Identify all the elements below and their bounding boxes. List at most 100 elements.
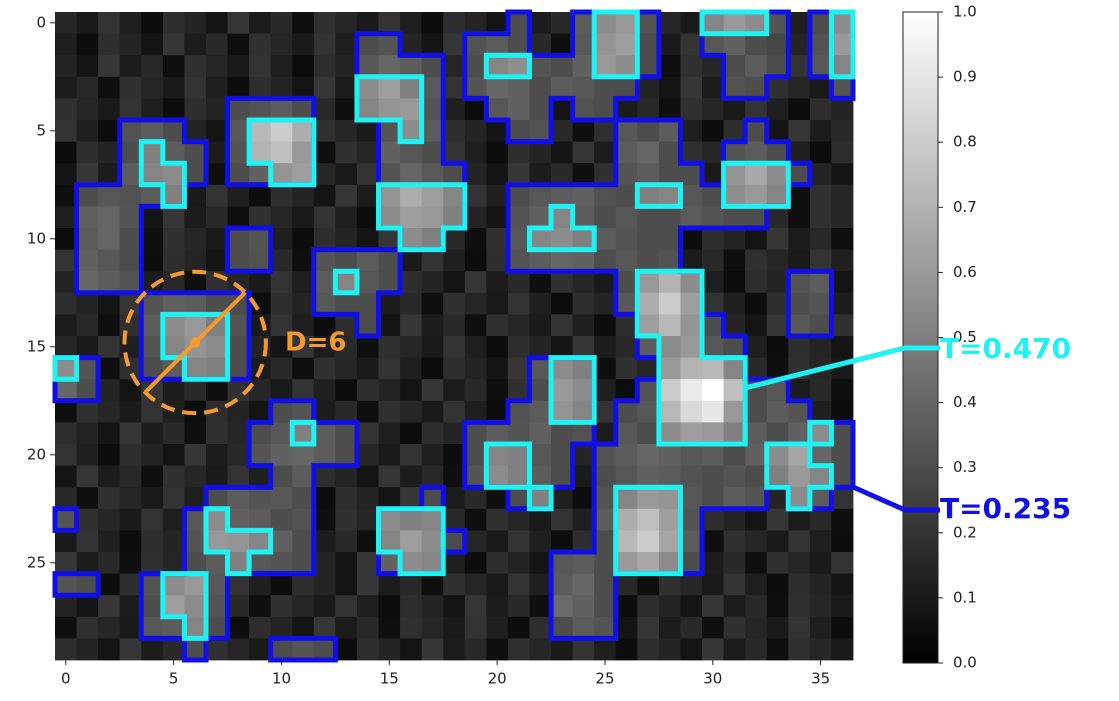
heatmap-cell bbox=[507, 422, 530, 445]
heatmap-cell bbox=[292, 444, 315, 466]
heatmap-cell bbox=[356, 184, 379, 207]
heatmap-cell bbox=[335, 184, 358, 207]
heatmap-cell bbox=[443, 228, 466, 250]
heatmap-cell bbox=[723, 379, 746, 402]
heatmap-cell bbox=[98, 465, 121, 488]
heatmap-cell bbox=[637, 76, 660, 99]
heatmap-cell bbox=[292, 508, 315, 531]
colorbar-tick-label: 0.6 bbox=[953, 263, 977, 281]
heatmap-cell bbox=[292, 638, 315, 661]
heatmap-cell bbox=[335, 595, 358, 618]
heatmap-cell bbox=[400, 55, 423, 78]
heatmap-cell bbox=[400, 530, 423, 553]
heatmap-cell bbox=[658, 487, 681, 510]
heatmap-cell bbox=[76, 552, 99, 574]
heatmap-cell bbox=[313, 508, 336, 531]
heatmap-cell bbox=[162, 336, 185, 358]
heatmap-cell bbox=[313, 444, 336, 466]
heatmap-cell bbox=[292, 184, 315, 207]
x-tick-label: 30 bbox=[703, 670, 722, 688]
heatmap-cell bbox=[313, 206, 336, 229]
heatmap-cell bbox=[292, 206, 315, 229]
heatmap-cell bbox=[831, 595, 854, 618]
heatmap-cell bbox=[119, 228, 142, 250]
heatmap-cell bbox=[249, 444, 272, 466]
heatmap-cell bbox=[119, 33, 142, 56]
heatmap-cell bbox=[119, 508, 142, 531]
heatmap-cell bbox=[249, 184, 272, 207]
heatmap-cell bbox=[421, 163, 444, 186]
heatmap-cell bbox=[292, 422, 315, 445]
heatmap-cell bbox=[594, 444, 617, 466]
heatmap-cell bbox=[162, 616, 185, 639]
heatmap-cell bbox=[249, 379, 272, 402]
heatmap-cell bbox=[378, 33, 401, 56]
heatmap-cell bbox=[227, 444, 250, 466]
heatmap-cell bbox=[400, 400, 423, 423]
heatmap-cell bbox=[227, 163, 250, 186]
heatmap-cell bbox=[486, 228, 509, 250]
heatmap-cell bbox=[464, 184, 487, 207]
heatmap-cell bbox=[98, 249, 121, 272]
heatmap-cell bbox=[162, 228, 185, 250]
heatmap-cell bbox=[378, 379, 401, 402]
heatmap-cell bbox=[443, 487, 466, 510]
heatmap-cell bbox=[831, 55, 854, 78]
heatmap-cell bbox=[464, 487, 487, 510]
heatmap-cell bbox=[615, 163, 638, 186]
heatmap-cell bbox=[76, 400, 99, 423]
heatmap-cell bbox=[141, 357, 164, 380]
heatmap-cell bbox=[378, 530, 401, 553]
heatmap-cell bbox=[141, 638, 164, 661]
heatmap-cell bbox=[702, 422, 724, 445]
heatmap-cell bbox=[486, 336, 509, 358]
heatmap-cell bbox=[658, 422, 681, 445]
heatmap-cell bbox=[680, 292, 703, 315]
heatmap-cell bbox=[55, 314, 77, 337]
heatmap-cell bbox=[637, 271, 660, 294]
heatmap-cell bbox=[76, 33, 99, 56]
heatmap-cell bbox=[809, 336, 832, 358]
colorbar-tick-label: 0.9 bbox=[953, 68, 977, 86]
heatmap-cell bbox=[205, 206, 228, 229]
heatmap-cell bbox=[572, 552, 595, 574]
heatmap-cell bbox=[205, 120, 228, 142]
heatmap-cell bbox=[507, 76, 530, 99]
heatmap-cell bbox=[464, 292, 487, 315]
heatmap-cell bbox=[55, 228, 77, 250]
x-tick-label: 15 bbox=[380, 670, 399, 688]
heatmap-cell bbox=[658, 55, 681, 78]
heatmap-cell bbox=[658, 184, 681, 207]
heatmap-cell bbox=[529, 98, 552, 121]
heatmap-cell bbox=[572, 616, 595, 639]
heatmap-cell bbox=[486, 292, 509, 315]
heatmap-cell bbox=[594, 616, 617, 639]
heatmap-cell bbox=[745, 271, 768, 294]
heatmap-cell bbox=[292, 487, 315, 510]
heatmap-cell bbox=[788, 76, 811, 99]
heatmap-cell bbox=[594, 228, 617, 250]
heatmap-cell bbox=[551, 552, 574, 574]
heatmap-cell bbox=[227, 271, 250, 294]
heatmap-cell bbox=[98, 55, 121, 78]
heatmap-cell bbox=[270, 422, 293, 445]
heatmap-cell bbox=[745, 444, 768, 466]
heatmap-cell bbox=[378, 573, 401, 596]
heatmap-cell bbox=[205, 422, 228, 445]
heatmap-cell bbox=[723, 487, 746, 510]
heatmap-cell bbox=[745, 616, 768, 639]
heatmap-cell bbox=[335, 249, 358, 272]
heatmap-cell bbox=[529, 76, 552, 99]
heatmap-cell bbox=[55, 487, 77, 510]
threshold-label: T=0.470 bbox=[940, 332, 1071, 365]
heatmap-cell bbox=[55, 12, 77, 34]
heatmap-cell bbox=[464, 638, 487, 661]
heatmap-cell bbox=[809, 163, 832, 186]
heatmap-cell bbox=[464, 141, 487, 164]
heatmap-cell bbox=[809, 530, 832, 553]
heatmap-cell bbox=[551, 98, 574, 121]
heatmap-cell bbox=[162, 120, 185, 142]
heatmap-cell bbox=[658, 292, 681, 315]
heatmap-cell bbox=[227, 98, 250, 121]
heatmap-cell bbox=[572, 12, 595, 34]
